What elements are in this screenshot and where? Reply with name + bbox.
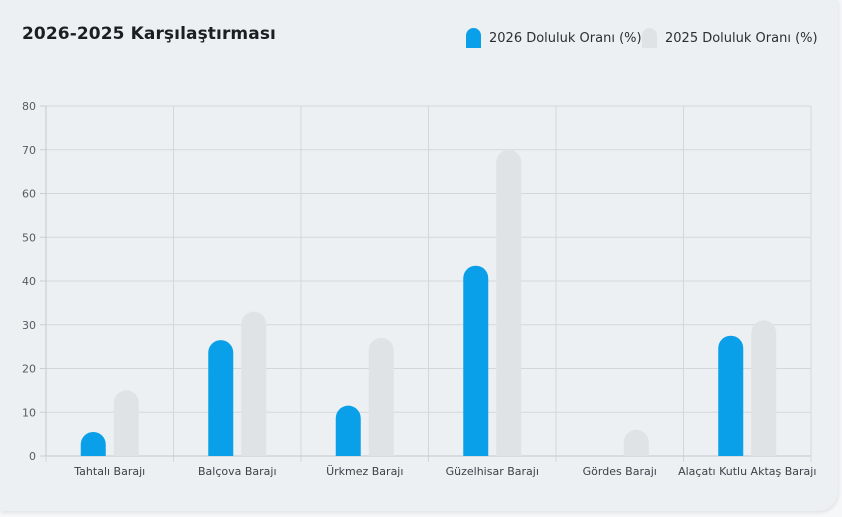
bar-2026 bbox=[335, 405, 361, 456]
bar-2025 bbox=[751, 320, 777, 456]
x-tick-label: Gördes Barajı bbox=[583, 465, 657, 478]
legend-item-2026[interactable]: 2026 Doluluk Oranı (%) bbox=[466, 28, 642, 48]
legend-swatch-2026 bbox=[466, 28, 481, 48]
bar-2025 bbox=[623, 429, 649, 456]
bar-2025 bbox=[496, 149, 522, 456]
y-tick-label: 40 bbox=[22, 275, 36, 288]
x-tick-label: Ürkmez Barajı bbox=[326, 465, 403, 478]
x-tick-label: Alaçatı Kutlu Aktaş Barajı bbox=[678, 465, 816, 478]
y-tick-label: 10 bbox=[22, 406, 36, 419]
card-title: 2026-2025 Karşılaştırması bbox=[22, 24, 276, 44]
bar-2026 bbox=[718, 335, 744, 456]
y-tick-label: 0 bbox=[29, 450, 36, 463]
y-tick-label: 30 bbox=[22, 319, 36, 332]
bar-2025 bbox=[113, 390, 139, 456]
legend-swatch-2025 bbox=[642, 28, 657, 48]
y-tick-label: 60 bbox=[22, 188, 36, 201]
bar-2025 bbox=[368, 337, 394, 456]
y-tick-label: 50 bbox=[22, 231, 36, 244]
x-tick-label: Tahtalı Barajı bbox=[73, 465, 145, 478]
bar-2026 bbox=[463, 265, 489, 456]
y-tick-label: 20 bbox=[22, 363, 36, 376]
legend-label-2025: 2025 Doluluk Oranı (%) bbox=[665, 30, 818, 46]
bar-2026 bbox=[208, 340, 234, 456]
legend-item-2025[interactable]: 2025 Doluluk Oranı (%) bbox=[642, 28, 818, 48]
y-tick-label: 70 bbox=[22, 144, 36, 157]
bar-2026 bbox=[80, 431, 106, 456]
bar-2025 bbox=[241, 311, 267, 456]
legend-label-2026: 2026 Doluluk Oranı (%) bbox=[489, 30, 642, 46]
x-tick-label: Güzelhisar Barajı bbox=[446, 465, 539, 478]
x-tick-label: Balçova Barajı bbox=[198, 465, 277, 478]
y-tick-label: 80 bbox=[22, 100, 36, 113]
